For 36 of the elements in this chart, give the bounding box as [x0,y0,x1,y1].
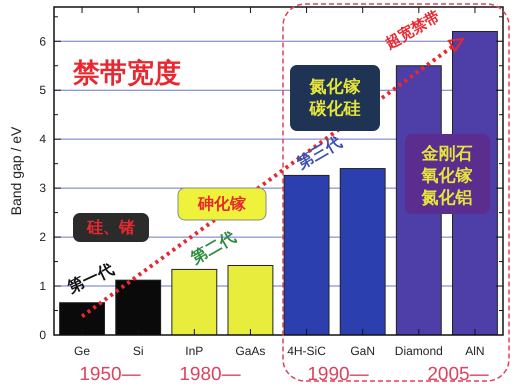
text: 1990— [307,364,369,385]
annotation: 超宽禁带 [381,6,443,53]
x-tick-label: InP [185,344,204,358]
annotation: 第三代 [293,132,345,173]
x-tick-label: Si [132,344,144,358]
bar [227,264,274,336]
bar [340,168,386,336]
bar [284,174,330,336]
x-tick-label: Ge [74,344,90,358]
annotation: 氮化镓 [308,77,362,96]
x-tick-label: Diamond [394,344,443,358]
y-tick-label: 4 [39,132,46,146]
y-axis-title: Band gap / eV [8,126,24,216]
annotation: 氧化镓 [420,166,474,185]
annotation: 第二代 [187,228,239,268]
y-tick-label: 0 [39,328,46,342]
text: 禁带宽度 [72,58,181,88]
y-tick-label: 2 [39,230,46,244]
y-tick-label: 6 [39,34,46,48]
text: 1950— [79,364,141,385]
x-tick-label: GaN [350,344,376,358]
text: 2005— [427,364,489,385]
x-tick-label: GaAs [235,344,266,358]
x-tick-label: 4H-SiC [287,344,326,358]
annotation: 金刚石 [420,144,472,163]
annotation: 碳化硅 [308,99,360,118]
annotation: 氮化铝 [420,188,472,207]
annotation: 砷化镓 [197,195,247,214]
y-tick-label: 5 [39,83,46,98]
annotation: 硅、锗 [86,218,135,237]
text: 1980— [179,364,241,385]
y-tick-label: 3 [39,181,46,196]
annotation: 第一代 [64,260,116,298]
y-tick-label: 1 [39,279,46,294]
bar [171,268,218,336]
x-tick-label: AlN [465,344,485,358]
